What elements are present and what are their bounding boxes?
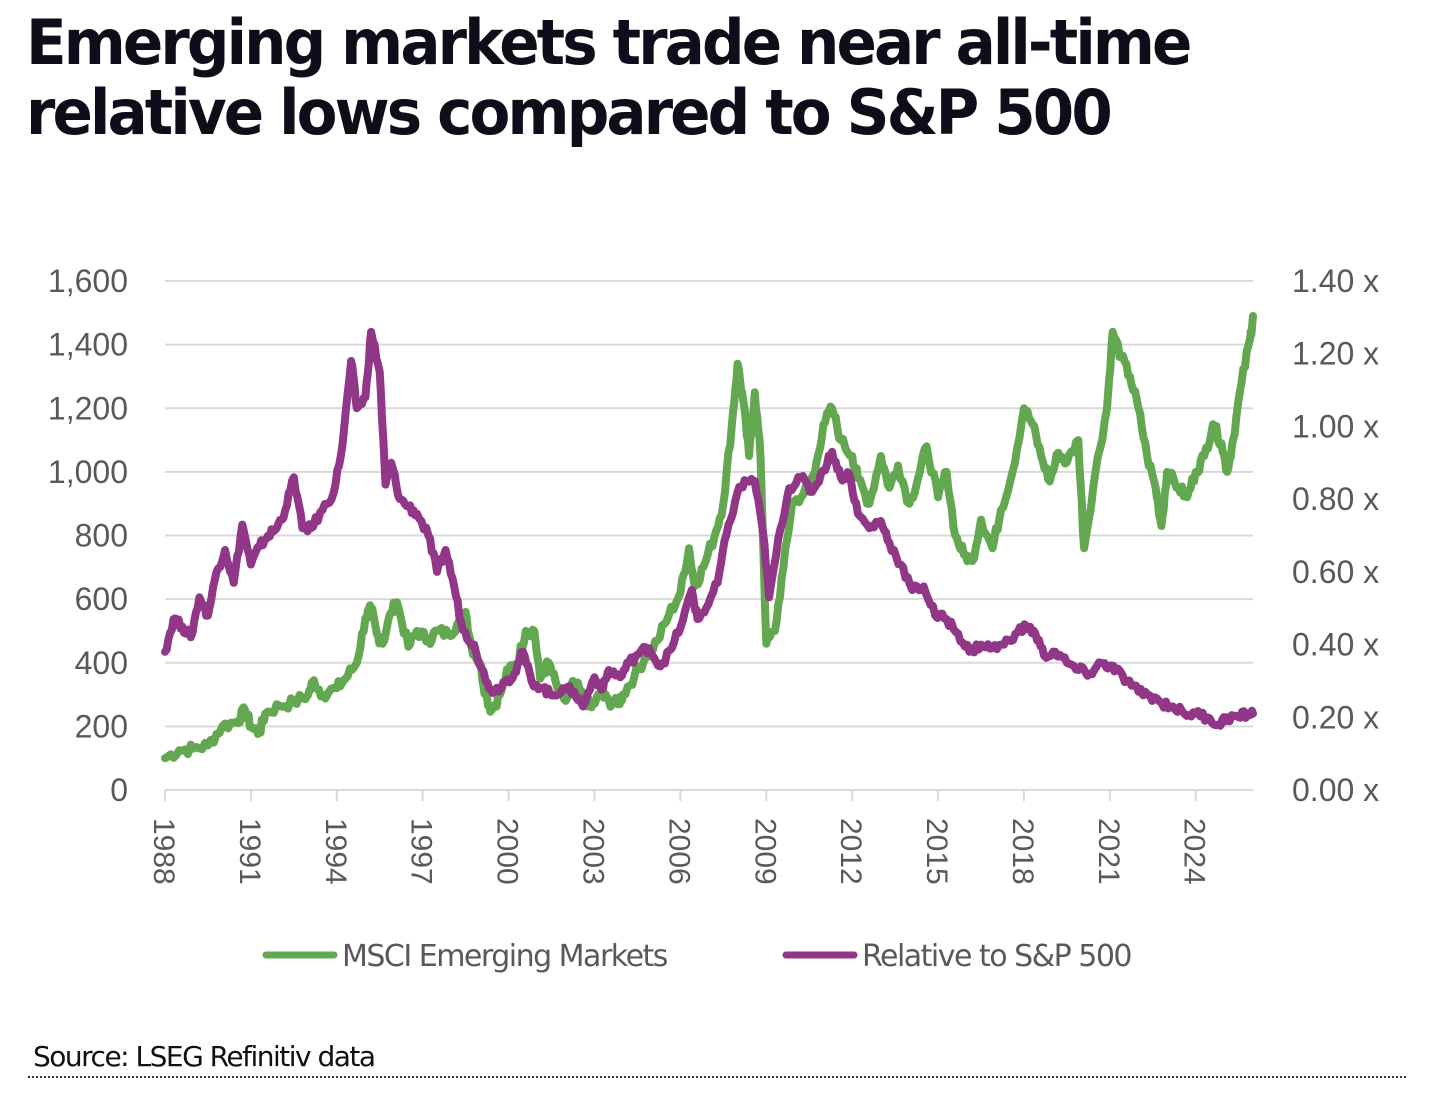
series-lines	[161, 312, 1257, 763]
x-tick-label: 2021	[1092, 818, 1125, 885]
y-tick-label: 1,200	[48, 390, 128, 426]
y2-tick-label: 0.80 x	[1292, 481, 1379, 517]
x-tick-label: 2015	[920, 818, 953, 885]
y-tick-label: 400	[75, 645, 128, 681]
series-line-relative	[161, 327, 1257, 730]
x-tick-label: 2000	[491, 818, 524, 885]
x-tick-label: 1994	[319, 818, 352, 885]
x-tick-label: 1988	[147, 818, 180, 885]
x-tick-label: 2018	[1006, 818, 1039, 885]
x-tick-label: 2006	[662, 818, 695, 885]
y2-tick-label: 0.60 x	[1292, 554, 1379, 590]
chart-title-line-2: relative lows compared to S&P 500	[26, 76, 1113, 149]
legend-item-relative[interactable]: Relative to S&P 500	[782, 939, 1133, 974]
x-tick-label: 1997	[405, 818, 438, 885]
y-tick-label: 1,000	[48, 454, 128, 490]
chart-title: Emerging markets trade near all-time rel…	[26, 8, 1351, 148]
source-divider	[28, 1076, 1406, 1078]
legend-label-msci: MSCI Emerging Markets	[342, 939, 668, 974]
left-y-axis: 0 200 400 600 800 1,000 1,200 1,400 1,600	[48, 263, 128, 808]
legend-item-msci[interactable]: MSCI Emerging Markets	[262, 939, 669, 974]
y2-tick-label: 1.00 x	[1292, 408, 1379, 444]
series-line-msci	[161, 312, 1257, 763]
y2-tick-label: 1.20 x	[1292, 336, 1379, 372]
chart-title-line-1: Emerging markets trade near all-time	[26, 6, 1192, 79]
right-y-axis: 0.00 x 0.20 x 0.40 x 0.60 x 0.80 x 1.00 x 1.20…	[1292, 263, 1379, 808]
x-axis: 1988 1991 1994 1997 2000 2003 2006 2009 2012 2015…	[147, 789, 1253, 885]
y2-tick-label: 1.40 x	[1292, 263, 1379, 299]
y-tick-label: 600	[75, 581, 128, 617]
y-tick-label: 0	[110, 772, 128, 808]
source-note: Source: LSEG Refinitiv data	[33, 1040, 376, 1073]
x-tick-label: 1991	[233, 818, 266, 885]
y-tick-label: 200	[75, 708, 128, 744]
y-tick-label: 1,600	[48, 263, 128, 299]
y-tick-label: 1,400	[48, 327, 128, 363]
y2-tick-label: 0.00 x	[1292, 772, 1379, 808]
x-tick-label: 2003	[576, 818, 609, 885]
x-tick-label: 2024	[1178, 818, 1211, 885]
legend: MSCI Emerging Markets Relative to S&P 50…	[262, 939, 1133, 974]
y2-tick-label: 0.20 x	[1292, 699, 1379, 735]
y2-tick-label: 0.40 x	[1292, 627, 1379, 663]
x-tick-label: 2009	[748, 818, 781, 885]
legend-label-relative: Relative to S&P 500	[862, 939, 1131, 974]
x-tick-label: 2012	[834, 818, 867, 885]
y-tick-label: 800	[75, 518, 128, 554]
